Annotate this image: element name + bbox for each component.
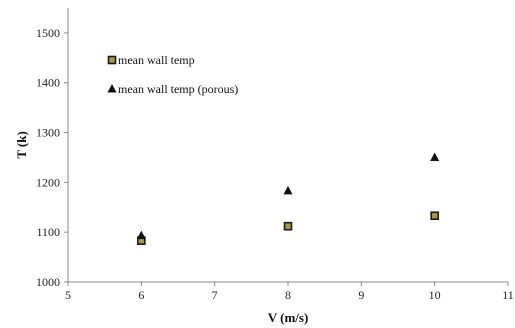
x-axis-title: V (m/s) bbox=[268, 310, 309, 325]
legend-label: mean wall temp (porous) bbox=[118, 82, 238, 96]
y-axis-title: T (k) bbox=[14, 131, 29, 159]
x-tick-label: 7 bbox=[212, 288, 218, 302]
triangle-point bbox=[283, 185, 293, 195]
y-tick-label: 1200 bbox=[36, 175, 60, 189]
y-tick-label: 1400 bbox=[36, 76, 60, 90]
legend-label: mean wall temp bbox=[118, 53, 195, 67]
tick-labels: 1000 1100 1200 1300 1400 1500 5 6 7 8 9 10 11 bbox=[36, 26, 514, 302]
triangle-point bbox=[430, 152, 440, 161]
axes bbox=[67, 8, 508, 283]
x-tick-label: 9 bbox=[358, 288, 364, 302]
x-tick-label: 5 bbox=[65, 288, 71, 302]
square-point bbox=[430, 211, 439, 221]
data-points bbox=[136, 152, 440, 245]
y-tick-label: 1000 bbox=[36, 275, 60, 289]
x-tick-label: 8 bbox=[285, 288, 291, 302]
legend: mean wall temp mean wall temp (porous) bbox=[107, 53, 238, 96]
triangle-point bbox=[136, 230, 146, 240]
y-tick-label: 1500 bbox=[36, 26, 60, 40]
x-tick-label: 10 bbox=[429, 288, 441, 302]
y-tick-label: 1300 bbox=[36, 126, 60, 140]
square-point bbox=[283, 221, 293, 231]
legend-square-marker bbox=[107, 55, 117, 65]
y-tick-label: 1100 bbox=[36, 225, 60, 239]
legend-triangle-marker bbox=[107, 84, 117, 93]
x-tick-label: 6 bbox=[138, 288, 144, 302]
x-tick-label: 11 bbox=[502, 288, 514, 302]
